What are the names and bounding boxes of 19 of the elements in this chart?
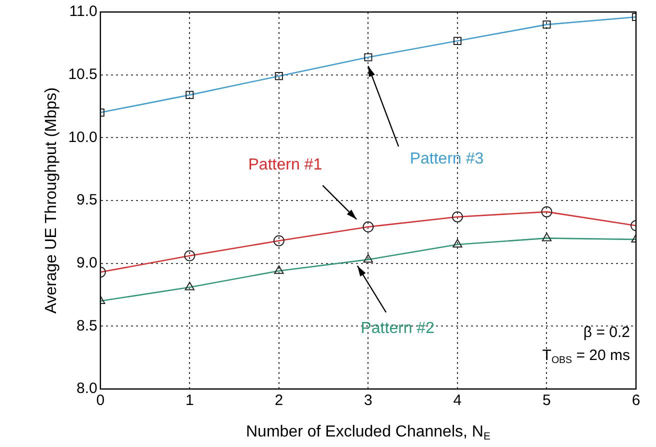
text: Pattern #2: [360, 320, 435, 338]
x-tick-label: 1: [185, 392, 194, 410]
x-tick-label: 0: [96, 392, 105, 410]
y-tick-label: 11.0: [69, 3, 98, 20]
x-tick-label: 4: [453, 392, 462, 410]
text: Pattern #3: [410, 150, 484, 168]
y-tick-label: 9.0: [76, 254, 98, 272]
y-tick-label: 8.0: [76, 380, 98, 398]
y-tick-label: 10.0: [68, 128, 98, 146]
x-tick-label: 2: [274, 392, 284, 410]
annotation: β = 0.2: [583, 324, 630, 342]
x-tick-label: 3: [364, 392, 372, 410]
y-tick-label: 9.5: [76, 192, 98, 209]
y-tick-label: 8.5: [76, 317, 98, 334]
x-tick-label: 6: [632, 392, 640, 410]
x-tick-label: 5: [542, 392, 551, 410]
text: Pattern #1: [248, 156, 322, 174]
y-axis-title: Average UE Throughput (Mbps): [43, 87, 60, 314]
y-tick-label: 10.5: [68, 66, 98, 83]
